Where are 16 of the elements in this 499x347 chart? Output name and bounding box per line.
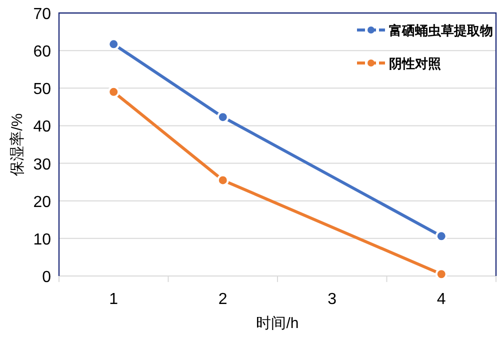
y-axis-title: 保湿率/% — [9, 113, 26, 176]
y-tick-label: 50 — [33, 81, 52, 98]
legend-label: 富硒蛹虫草提取物 — [389, 23, 493, 38]
y-tick-label: 10 — [33, 231, 52, 248]
y-tick-label: 0 — [42, 269, 52, 286]
y-tick-label: 30 — [33, 156, 52, 174]
x-tick-label: 1 — [109, 291, 118, 308]
x-tick-label: 3 — [328, 291, 337, 308]
x-tick-label: 2 — [218, 291, 228, 308]
legend-label: 阴性对照 — [389, 56, 441, 71]
y-tick-label: 60 — [33, 44, 52, 61]
x-tick-label: 4 — [436, 291, 446, 308]
y-tick-label: 70 — [33, 6, 52, 23]
x-axis-title: 时间/h — [256, 315, 299, 332]
y-tick-label: 40 — [33, 118, 52, 136]
y-tick-label: 20 — [33, 194, 52, 211]
